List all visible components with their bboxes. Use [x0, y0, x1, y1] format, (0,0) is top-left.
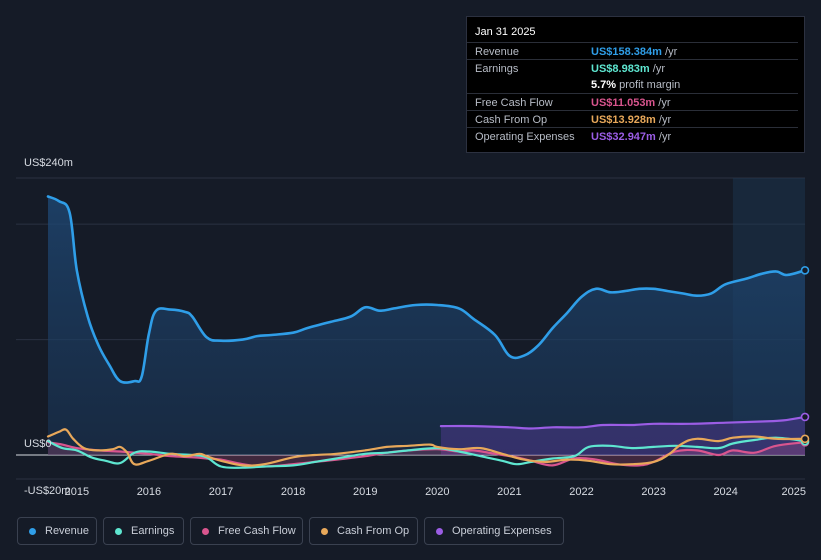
x-tick-label: 2018	[281, 486, 305, 498]
series-fill-revenue	[48, 196, 805, 455]
legend-dot-icon	[321, 527, 328, 535]
series-end-markers	[800, 266, 810, 447]
y-tick-label: US$0	[24, 438, 52, 450]
legend-label: Earnings	[131, 525, 175, 537]
tooltip-label: Revenue	[475, 46, 520, 58]
x-tick-label: 2019	[353, 486, 377, 498]
legend-dot-icon	[115, 527, 122, 535]
tooltip-date: Jan 31 2025	[475, 26, 536, 38]
tooltip-value: US$32.947m /yr	[591, 131, 672, 143]
tooltip-value: US$11.053m /yr	[591, 97, 671, 109]
tooltip-label: Operating Expenses	[475, 131, 575, 143]
end-marker-cash-from-op	[800, 434, 810, 444]
tooltip-label: Earnings	[475, 63, 519, 75]
series-fill-free-cash-flow	[48, 442, 805, 467]
legend-label: Operating Expenses	[452, 525, 552, 537]
legend-item-revenue[interactable]: Revenue	[17, 517, 97, 545]
tooltip-row-revenue: Revenue US$158.384m /yr	[467, 42, 798, 60]
legend-item-earnings[interactable]: Earnings	[103, 517, 184, 545]
x-tick-label: 2023	[641, 486, 665, 498]
series-line-operating-expenses	[439, 415, 807, 430]
legend-label: Cash From Op	[337, 525, 410, 537]
legend-dot-icon	[436, 527, 443, 535]
legend-item-cash-from-op[interactable]: Cash From Op	[309, 517, 418, 545]
x-tick-label: 2022	[569, 486, 593, 498]
legend-label: Revenue	[45, 525, 90, 537]
tooltip-label: Cash From Op	[475, 114, 548, 126]
tooltip-row-earnings: Earnings US$8.983m /yr	[467, 59, 798, 77]
end-marker-operating-expenses	[800, 412, 810, 422]
series-line-cash-from-op	[46, 428, 807, 467]
series-line-revenue	[46, 195, 807, 384]
tooltip-value: US$8.983m /yr	[591, 63, 666, 75]
y-tick-label: US$240m	[24, 157, 73, 169]
series-lines	[46, 195, 807, 469]
series-fill-operating-expenses	[440, 416, 805, 455]
x-tick-label: 2020	[425, 486, 449, 498]
series-fills	[48, 196, 805, 467]
x-tick-label: 2025	[782, 486, 806, 498]
legend-item-free-cash-flow[interactable]: Free Cash Flow	[190, 517, 303, 545]
y-tick-label: -US$20m	[24, 485, 70, 497]
tooltip-row-margin: 5.7% profit margin	[467, 76, 798, 93]
series-line-earnings	[46, 436, 807, 469]
end-marker-revenue	[800, 266, 810, 275]
tooltip-row-fcf: Free Cash Flow US$11.053m /yr	[467, 93, 798, 111]
x-tick-label: 2016	[137, 486, 161, 498]
tooltip-value: 5.7% profit margin	[591, 79, 681, 91]
legend-dot-icon	[29, 527, 36, 535]
legend-item-operating-expenses[interactable]: Operating Expenses	[424, 517, 564, 545]
x-tick-label: 2017	[209, 486, 233, 498]
tooltip-panel: Jan 31 2025 Revenue US$158.384m /yr Earn…	[466, 16, 805, 153]
x-tick-label: 2015	[65, 486, 89, 498]
legend-dot-icon	[202, 527, 209, 535]
x-tick-label: 2024	[713, 486, 737, 498]
tooltip-label: Free Cash Flow	[475, 97, 553, 109]
tooltip-value: US$13.928m /yr	[591, 114, 672, 126]
x-tick-label: 2021	[497, 486, 521, 498]
tooltip-row-opex: Operating Expenses US$32.947m /yr	[467, 127, 798, 145]
tooltip-value: US$158.384m /yr	[591, 46, 678, 58]
tooltip-row-cfo: Cash From Op US$13.928m /yr	[467, 110, 798, 128]
legend-label: Free Cash Flow	[218, 525, 296, 537]
